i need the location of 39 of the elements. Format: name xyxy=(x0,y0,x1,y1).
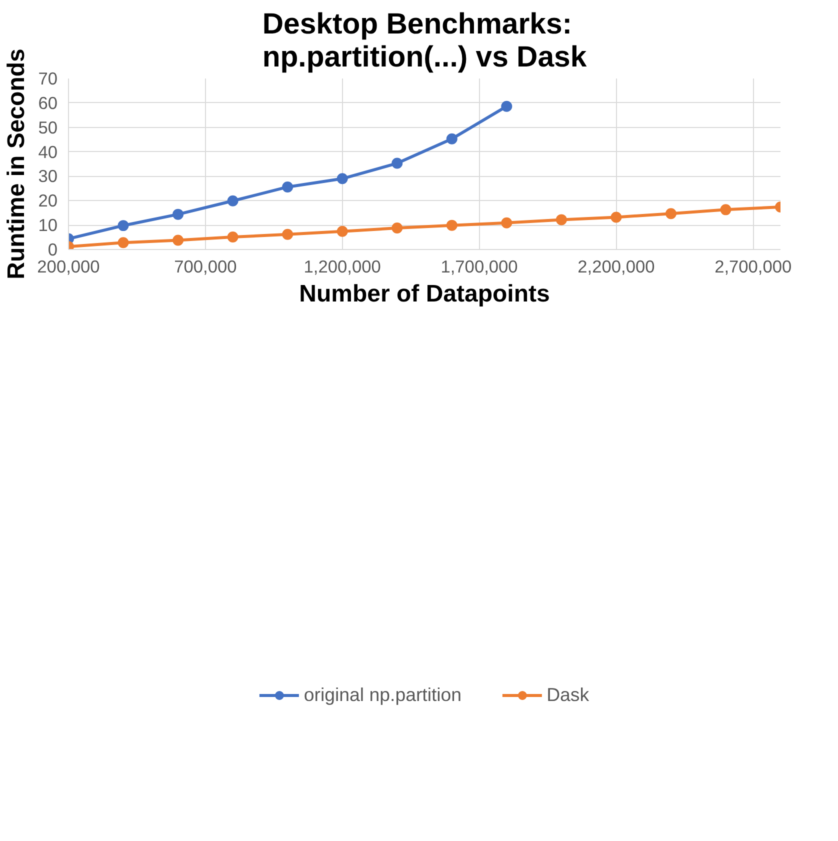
point xyxy=(172,234,184,246)
point xyxy=(118,220,129,232)
y-tick-label: 10 xyxy=(38,215,58,236)
chart-title: Desktop Benchmarks: np.partition(...) vs Dask xyxy=(262,8,588,74)
point xyxy=(720,204,732,216)
x-tick-label: 700,000 xyxy=(174,256,237,276)
y-tick-label: 50 xyxy=(38,117,58,138)
legend-label: original np.partition xyxy=(304,684,462,706)
y-tick-label: 0 xyxy=(48,240,58,260)
point xyxy=(392,158,403,169)
point xyxy=(227,232,238,243)
point xyxy=(501,100,512,112)
point xyxy=(665,208,676,220)
y-tick-label: 70 xyxy=(38,68,58,88)
x-tick-label: 2,700,000 xyxy=(714,256,792,276)
legend-label: Dask xyxy=(546,684,590,706)
point xyxy=(392,222,403,234)
point xyxy=(556,214,567,226)
y-tick-label: 30 xyxy=(38,166,58,186)
point xyxy=(118,237,129,248)
point xyxy=(336,173,348,184)
point xyxy=(282,181,294,192)
point xyxy=(446,133,458,144)
y-tick-label: 60 xyxy=(38,92,58,113)
y-tick-label: 40 xyxy=(38,142,58,162)
x-tick-label: 200,000 xyxy=(37,256,100,276)
point xyxy=(282,228,294,240)
x-tick-label: 2,200,000 xyxy=(578,256,655,276)
y-axis-title: Runtime in Seconds xyxy=(3,48,30,280)
point xyxy=(336,226,348,237)
x-axis-title: Number of Datapoints xyxy=(299,280,550,308)
point xyxy=(501,217,512,228)
x-tick-label: 1,200,000 xyxy=(304,256,381,276)
point xyxy=(172,208,184,220)
y-tick-label: 20 xyxy=(38,190,58,211)
x-tick-label: 1,700,000 xyxy=(440,256,518,276)
point xyxy=(227,195,238,206)
point xyxy=(610,212,622,223)
point xyxy=(446,220,458,231)
